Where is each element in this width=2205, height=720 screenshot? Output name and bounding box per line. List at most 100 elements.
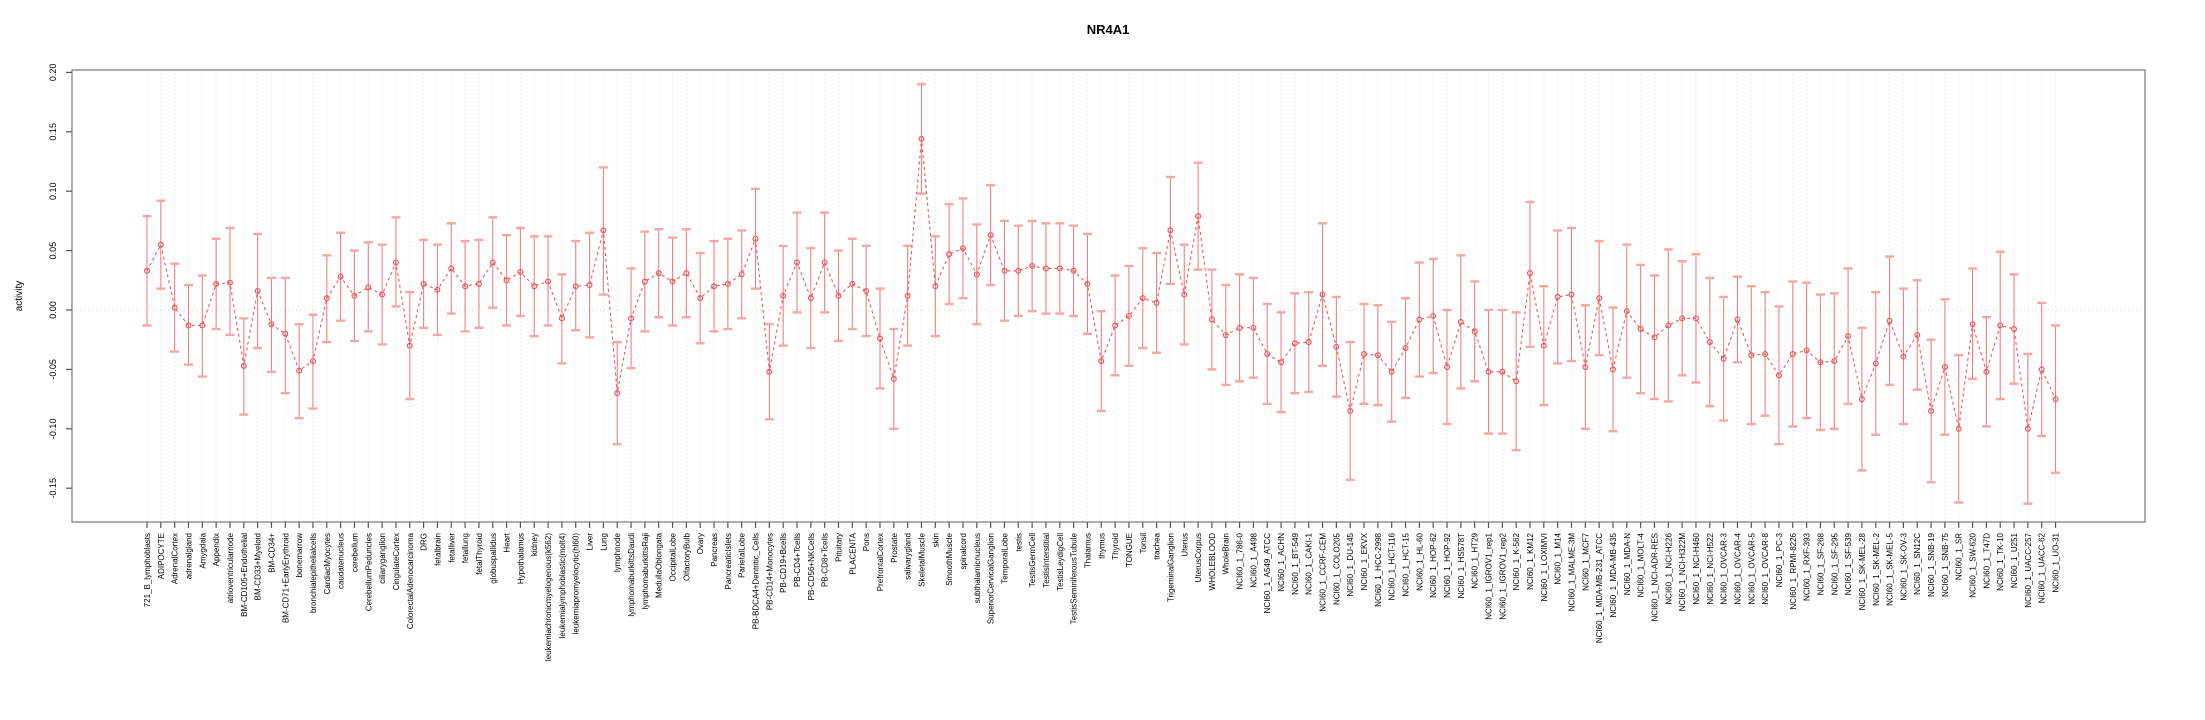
- error-bar: [1152, 251, 1162, 354]
- data-point: [876, 335, 883, 342]
- data-point: [379, 291, 386, 298]
- error-bar: [1110, 274, 1120, 377]
- data-point: [392, 259, 399, 266]
- x-tick-label: NCI60_1_OVCAR-3: [1720, 532, 1729, 604]
- data-point: [1430, 312, 1437, 319]
- x-tick-label: 721_B_lymphoblasts: [143, 533, 152, 607]
- x-tick-label: NCI60_1_HT29: [1471, 532, 1480, 588]
- x-tick-label: OccipitalLobe: [669, 532, 678, 581]
- x-tick-label: NCI60_1_CAKI-1: [1305, 532, 1314, 594]
- x-tick-label: Appendix: [212, 533, 221, 566]
- x-tick-label: NCI60_1_OVCAR-4: [1733, 532, 1742, 604]
- x-tick-label: lymphomaburkittsRaji: [641, 533, 650, 610]
- x-tick-label: NCI60_1_UACC-257: [2024, 532, 2033, 607]
- error-bar: [1497, 308, 1507, 435]
- data-point: [669, 278, 676, 285]
- data-point: [157, 241, 164, 248]
- error-bar: [737, 229, 747, 320]
- error-bar: [1207, 268, 1217, 371]
- x-tick-label: DRG: [420, 533, 429, 551]
- x-tick-label: fetalbrain: [433, 533, 442, 566]
- data-point: [973, 271, 980, 278]
- data-point: [1886, 317, 1893, 324]
- error-bar: [2023, 352, 2033, 505]
- data-point: [475, 280, 482, 287]
- error-bar: [1041, 222, 1051, 315]
- error-bar: [1442, 308, 1452, 426]
- x-tick-label: TestisLeydigCell: [1056, 533, 1065, 591]
- error-bar: [1484, 308, 1494, 435]
- data-point: [1125, 312, 1132, 319]
- x-tick-label: BM-CD34+: [267, 533, 276, 573]
- x-tick-label: NCI60_1_IGROV1_rep1: [1485, 532, 1494, 619]
- data-point: [1167, 227, 1174, 234]
- x-tick-label: NCI60_1_SF-268: [1816, 532, 1825, 595]
- x-tick-label: NCI60_1_CCRF-CEM: [1319, 533, 1328, 612]
- data-point: [987, 232, 994, 239]
- data-point: [1250, 324, 1257, 331]
- x-tick-label: BM-CD33+Myeloid: [254, 533, 263, 600]
- x-tick-label: PrefrontalCortex: [876, 533, 885, 591]
- error-bar: [1954, 353, 1964, 504]
- error-bar: [2037, 301, 2047, 438]
- error-bar: [1387, 320, 1397, 423]
- data-point: [2038, 366, 2045, 373]
- data-point: [337, 273, 344, 280]
- data-point: [1374, 352, 1381, 359]
- data-point: [614, 390, 621, 397]
- y-tick-label: 0.15: [48, 123, 58, 141]
- data-point: [531, 283, 538, 290]
- data-point: [1914, 331, 1921, 338]
- error-bar: [1885, 255, 1895, 387]
- data-point: [1098, 358, 1105, 365]
- data-point: [1872, 360, 1879, 367]
- error-bar: [1732, 275, 1742, 364]
- x-tick-label: ADIPOCYTE: [157, 533, 166, 579]
- x-tick-label: NCI60_1_BT-549: [1291, 532, 1300, 594]
- error-bar: [419, 238, 429, 330]
- error-bar: [1055, 222, 1065, 315]
- x-tick-label: NCI60_1_SN12C: [1913, 533, 1922, 595]
- x-tick-label: NCI60_1_MDA-N: [1623, 533, 1632, 595]
- error-bar: [1235, 273, 1245, 383]
- error-bar: [1663, 248, 1673, 403]
- error-bar: [1359, 302, 1369, 406]
- y-tick-label: -0.05: [48, 359, 58, 380]
- x-tick-label: lymphomaburkittsDaudi: [627, 533, 636, 617]
- data-point: [2011, 326, 2018, 333]
- x-tick-label: PB-BDCA4+Dentritic_Cells: [752, 533, 761, 629]
- data-point: [240, 362, 247, 369]
- data-point: [821, 259, 828, 266]
- y-tick-label: 0.00: [48, 301, 58, 319]
- data-point: [1734, 316, 1741, 323]
- x-tick-label: NCI60_1_NCI-H522: [1706, 532, 1715, 604]
- data-point: [1596, 295, 1603, 302]
- error-bar: [930, 235, 940, 338]
- x-tick-label: testis: [1014, 533, 1023, 552]
- error-bar: [1968, 267, 1978, 381]
- x-tick-label: NCI60_1_HOP-62: [1429, 532, 1438, 597]
- x-tick-label: Heart: [503, 532, 512, 552]
- data-point: [1983, 368, 1990, 375]
- x-tick-label: thymus: [1097, 533, 1106, 559]
- x-tick-label: NCI60_1_NCI-H226: [1664, 532, 1673, 604]
- x-tick-label: fetalliver: [447, 533, 456, 563]
- data-point: [171, 304, 178, 311]
- data-point: [807, 295, 814, 302]
- x-tick-label: Ovary: [696, 533, 705, 554]
- data-point: [420, 280, 427, 287]
- data-point: [780, 292, 787, 299]
- x-tick-label: TestisSeminiferousTubule: [1070, 532, 1079, 624]
- error-bar: [543, 235, 553, 327]
- error-bar: [889, 327, 899, 430]
- error-bar: [1746, 285, 1756, 426]
- x-tick-label: NCI60_1_DU-145: [1346, 532, 1355, 596]
- error-bar: [239, 317, 249, 416]
- error-bar: [363, 241, 373, 333]
- data-point: [794, 259, 801, 266]
- x-tick-label: BM-CD105+Endothelial: [240, 533, 249, 617]
- data-point: [1609, 366, 1616, 373]
- x-tick-label: NCI60_1_RPMI-8226: [1789, 532, 1798, 609]
- data-point: [1139, 295, 1146, 302]
- x-tick-label: leukemialymphoblastic(molt4): [558, 533, 567, 639]
